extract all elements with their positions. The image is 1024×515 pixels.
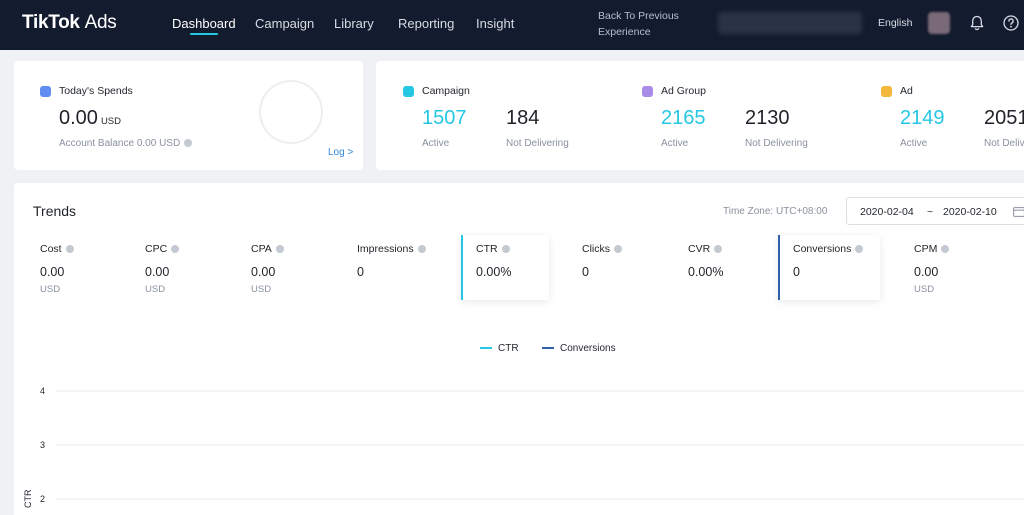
delivery-status-card: Campaign 1507 Active 184 Not Delivering … — [376, 61, 1024, 170]
info-icon[interactable] — [855, 245, 864, 254]
todays-spends-card: Today's Spends 0.00 USD Account Balance 0… — [14, 61, 363, 170]
ad-title: Ad — [900, 85, 913, 97]
bell-icon[interactable] — [968, 14, 986, 32]
back-to-previous-experience-link[interactable]: Back To Previous Experience — [598, 10, 679, 38]
nav-reporting[interactable]: Reporting — [398, 16, 455, 31]
nav-dashboard[interactable]: Dashboard — [172, 16, 236, 35]
metric-impressions[interactable]: Impressions 0 — [351, 235, 451, 300]
campaign-not-delivering-label: Not Delivering — [506, 138, 569, 149]
language-selector[interactable]: English — [878, 17, 913, 29]
campaign-icon — [403, 86, 414, 97]
legend-conversions-swatch — [542, 347, 554, 350]
metric-clicks[interactable]: Clicks 0 — [576, 235, 676, 300]
y-axis-label: CTR — [23, 489, 33, 508]
avatar[interactable] — [928, 12, 950, 34]
info-icon[interactable] — [65, 245, 74, 254]
ad-icon — [881, 86, 892, 97]
legend-ctr[interactable]: CTR — [480, 343, 519, 354]
metric-cost[interactable]: Cost 0.00 USD — [34, 235, 134, 300]
ad-active-label: Active — [900, 138, 928, 149]
ad-group-title: Ad Group — [661, 85, 706, 97]
info-icon[interactable] — [275, 245, 284, 254]
timezone-label: Time Zone: UTC+08:00 — [723, 206, 828, 217]
date-range-picker[interactable]: 2020-02-04 ~ 2020-02-10 — [846, 197, 1024, 225]
metric-conversions[interactable]: Conversions 0 — [778, 235, 880, 300]
active-tab-underline — [190, 33, 218, 35]
ad-group-active-count[interactable]: 2165 — [661, 107, 706, 129]
ctr-selected-indicator — [461, 235, 463, 300]
date-end[interactable]: 2020-02-10 — [943, 206, 997, 218]
log-link[interactable]: Log > — [328, 147, 354, 158]
todays-spends-amount: 0.00 USD — [59, 107, 121, 129]
info-icon[interactable] — [184, 139, 193, 148]
nav-campaign[interactable]: Campaign — [255, 16, 315, 31]
ad-group-not-delivering-count[interactable]: 2130 — [745, 107, 790, 129]
ad-not-delivering-count[interactable]: 2051 — [984, 107, 1024, 129]
trends-title: Trends — [33, 203, 77, 219]
top-navigation-bar: TikTok Ads Dashboard Campaign Library Re… — [0, 0, 1024, 50]
date-start[interactable]: 2020-02-04 — [860, 206, 914, 218]
y-tick-label: 2 — [40, 494, 45, 504]
help-icon[interactable] — [1002, 14, 1020, 32]
conversions-selected-indicator — [778, 235, 780, 300]
nav-library[interactable]: Library — [334, 16, 374, 31]
date-separator: ~ — [927, 206, 934, 218]
y-tick-label: 3 — [40, 440, 45, 450]
account-balance: Account Balance 0.00 USD — [59, 138, 193, 149]
campaign-not-delivering-count[interactable]: 184 — [506, 107, 540, 129]
ad-group-not-delivering-label: Not Delivering — [745, 138, 808, 149]
spend-ring-chart — [259, 80, 323, 144]
nav-insight[interactable]: Insight — [476, 16, 515, 31]
info-icon[interactable] — [501, 245, 510, 254]
calendar-icon[interactable] — [1013, 206, 1024, 217]
info-icon[interactable] — [714, 245, 723, 254]
legend-ctr-swatch — [480, 347, 492, 350]
trend-chart: 4 3 2 CTR — [23, 386, 1024, 508]
campaign-active-count[interactable]: 1507 — [422, 107, 467, 129]
metric-cpc[interactable]: CPC 0.00 USD — [139, 235, 239, 300]
campaign-active-label: Active — [422, 138, 450, 149]
ad-not-delivering-label: Not Delivering — [984, 138, 1024, 149]
ad-group-icon — [642, 86, 653, 97]
ad-active-count[interactable]: 2149 — [900, 107, 945, 129]
info-icon[interactable] — [417, 245, 426, 254]
tiktok-ads-logo[interactable]: TikTok Ads — [22, 12, 117, 33]
info-icon[interactable] — [941, 245, 950, 254]
info-icon[interactable] — [171, 245, 180, 254]
todays-spends-title: Today's Spends — [59, 85, 133, 97]
campaign-title: Campaign — [422, 85, 470, 97]
metric-ctr[interactable]: CTR 0.00% — [461, 235, 549, 300]
metric-cvr[interactable]: CVR 0.00% — [688, 243, 724, 279]
y-tick-label: 4 — [40, 386, 45, 396]
info-icon[interactable] — [614, 245, 622, 254]
account-selector[interactable] — [718, 12, 862, 34]
spend-icon — [40, 86, 51, 97]
metric-cpa[interactable]: CPA 0.00 USD — [245, 235, 345, 300]
trends-card: Trends Time Zone: UTC+08:00 2020-02-04 ~… — [14, 183, 1024, 515]
legend-conversions[interactable]: Conversions — [542, 343, 616, 354]
metric-cpm[interactable]: CPM 0.00 USD — [908, 235, 1008, 300]
ad-group-active-label: Active — [661, 138, 689, 149]
